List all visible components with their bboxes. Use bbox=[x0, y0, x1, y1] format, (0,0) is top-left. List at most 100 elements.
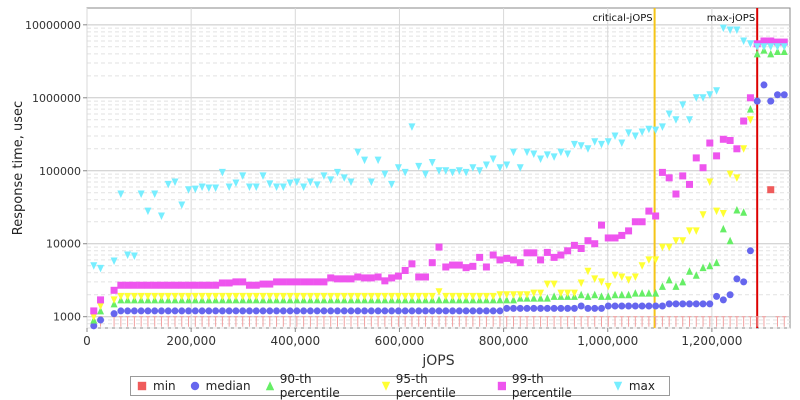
data-point bbox=[415, 273, 423, 281]
data-point bbox=[205, 307, 213, 315]
data-point bbox=[388, 180, 396, 189]
grid-lines bbox=[86, 8, 790, 329]
data-point bbox=[442, 292, 450, 301]
data-point bbox=[476, 292, 484, 301]
data-point bbox=[367, 307, 375, 315]
data-point bbox=[218, 168, 226, 177]
data-point bbox=[719, 296, 727, 304]
data-point bbox=[550, 292, 558, 300]
data-point bbox=[645, 256, 653, 264]
data-point bbox=[239, 172, 247, 180]
data-point bbox=[652, 289, 660, 297]
data-point bbox=[300, 292, 308, 301]
data-point bbox=[185, 307, 193, 315]
data-point bbox=[746, 94, 754, 102]
data-point bbox=[354, 273, 362, 281]
data-point bbox=[367, 178, 375, 187]
data-point bbox=[564, 289, 572, 298]
data-point bbox=[205, 292, 213, 301]
data-point bbox=[482, 161, 490, 169]
data-point bbox=[239, 307, 247, 315]
data-point bbox=[320, 307, 328, 315]
data-point bbox=[171, 292, 179, 301]
data-point bbox=[185, 186, 193, 194]
data-point bbox=[713, 258, 721, 267]
data-point bbox=[550, 304, 558, 312]
legend-swatch bbox=[613, 381, 623, 391]
data-point bbox=[157, 281, 165, 289]
data-point bbox=[469, 292, 477, 301]
data-point bbox=[597, 140, 605, 149]
data-point bbox=[692, 227, 700, 235]
data-point bbox=[672, 116, 680, 124]
data-point bbox=[130, 252, 138, 260]
data-point bbox=[570, 304, 578, 312]
data-point bbox=[611, 271, 619, 280]
data-point bbox=[746, 105, 754, 113]
data-point bbox=[679, 237, 687, 245]
data-point bbox=[584, 304, 592, 312]
data-point bbox=[658, 243, 666, 252]
data-point bbox=[530, 150, 538, 158]
data-point bbox=[185, 292, 193, 301]
data-point bbox=[320, 292, 328, 301]
data-point bbox=[333, 307, 341, 315]
data-point bbox=[652, 212, 660, 220]
data-point bbox=[733, 205, 741, 214]
data-point bbox=[306, 278, 314, 286]
data-point bbox=[719, 209, 727, 218]
legend-item: min bbox=[137, 379, 176, 393]
data-point bbox=[706, 261, 714, 270]
data-point bbox=[584, 237, 592, 245]
data-point bbox=[245, 183, 253, 191]
data-point bbox=[239, 278, 247, 286]
data-point bbox=[618, 290, 626, 299]
data-point bbox=[692, 154, 700, 162]
data-point bbox=[313, 292, 321, 301]
data-point bbox=[361, 156, 369, 165]
data-point bbox=[509, 256, 517, 264]
data-point bbox=[435, 295, 443, 304]
data-point bbox=[597, 221, 605, 229]
data-point bbox=[767, 97, 775, 105]
data-point bbox=[137, 281, 145, 289]
data-point bbox=[191, 292, 199, 301]
data-point bbox=[496, 307, 504, 315]
data-point bbox=[631, 273, 639, 281]
data-point bbox=[212, 292, 220, 301]
data-point bbox=[90, 262, 98, 270]
data-point bbox=[333, 275, 341, 283]
data-point bbox=[631, 289, 639, 297]
data-point bbox=[421, 307, 429, 315]
legend-label: 99-th percentile bbox=[511, 372, 572, 400]
data-point bbox=[300, 183, 308, 191]
data-point bbox=[713, 207, 721, 216]
data-point bbox=[421, 273, 429, 281]
data-point bbox=[672, 237, 680, 245]
data-point bbox=[354, 307, 362, 315]
data-point bbox=[110, 296, 118, 304]
data-point bbox=[218, 279, 226, 287]
legend-label: 90-th percentile bbox=[279, 372, 340, 400]
data-point bbox=[144, 307, 152, 315]
data-point bbox=[692, 300, 700, 308]
data-point bbox=[537, 155, 545, 163]
data-point bbox=[543, 151, 551, 159]
data-point bbox=[381, 170, 389, 179]
data-point bbox=[367, 274, 375, 282]
data-point bbox=[381, 277, 389, 285]
data-point bbox=[442, 167, 450, 175]
data-point bbox=[740, 117, 748, 125]
data-point bbox=[692, 271, 700, 279]
data-point bbox=[516, 164, 524, 172]
data-point bbox=[191, 281, 199, 289]
data-point bbox=[679, 101, 687, 109]
x-tick-label: 600,000 bbox=[375, 334, 425, 348]
data-point bbox=[509, 291, 517, 299]
data-point bbox=[151, 281, 159, 289]
data-point bbox=[706, 300, 714, 308]
legend-swatch bbox=[190, 381, 199, 391]
data-point bbox=[489, 307, 497, 315]
data-point bbox=[252, 307, 260, 315]
data-point bbox=[266, 180, 274, 188]
